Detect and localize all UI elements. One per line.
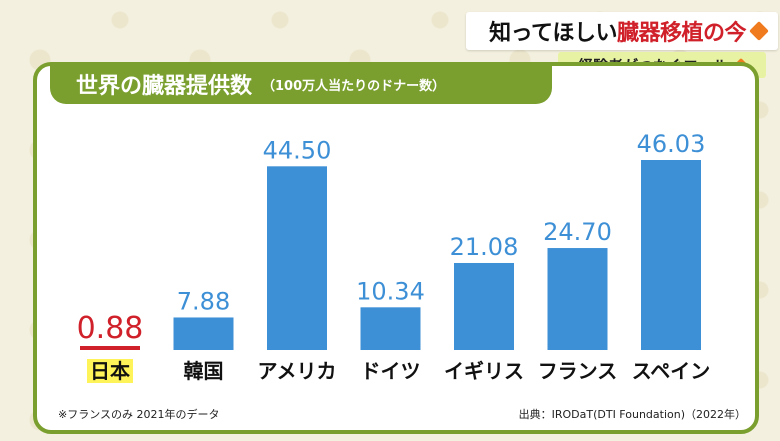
bar-1 [173,317,234,350]
value-label-2: 44.50 [263,136,332,164]
value-label-3: 10.34 [356,277,425,305]
chart-subtitle: （100万人当たりのドナー数） [262,78,446,94]
source-note: 出典：IRODaT(DTI Foundation)（2022年） [518,408,746,421]
value-label-4: 21.08 [450,233,519,261]
bar-0 [80,346,140,350]
bar-2 [267,166,327,350]
chart-panel [33,62,759,434]
footnote: ※フランスのみ 2021年のデータ [58,408,220,421]
category-label-2: アメリカ [257,359,337,383]
category-label-3: ドイツ [360,359,421,383]
category-label-6: スペイン [631,359,711,383]
value-label-0: 0.88 [77,311,144,346]
category-label-5: フランス [537,359,618,383]
category-label-0: 日本 [50,355,170,384]
header-banner: 知ってほしい 臓器移植の今 [466,12,778,50]
bar-6 [641,160,701,350]
bar-3 [360,307,421,350]
value-label-6: 46.03 [637,130,706,158]
bar-5 [547,248,608,350]
value-label-5: 24.70 [543,218,612,246]
chart-title: 世界の臓器提供数 [76,74,253,99]
value-label-1: 7.88 [177,287,230,315]
header-title-black: 知ってほしい [489,21,617,46]
chart-title-tab: 世界の臓器提供数 （100万人当たりのドナー数） [50,64,552,104]
bar-4 [454,262,514,350]
category-label-1: 韓国 [183,359,224,383]
header-title-red: 臓器移植の今 [616,21,747,46]
category-label-4: イギリス [444,359,524,383]
